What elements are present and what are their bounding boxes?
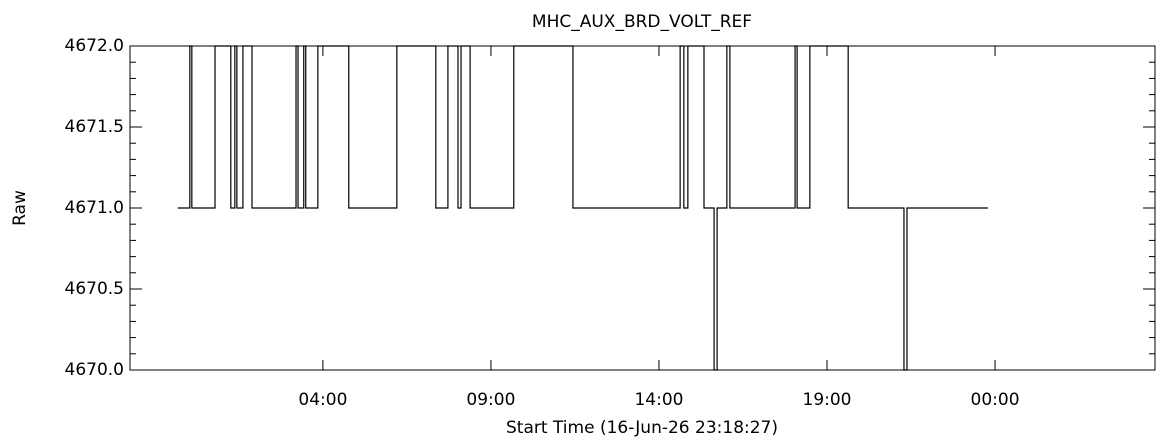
x-tick-label: 00:00 bbox=[971, 390, 1020, 410]
y-tick-label: 4670.5 bbox=[65, 279, 124, 299]
x-tick-label: 14:00 bbox=[634, 390, 683, 410]
x-tick-label: 09:00 bbox=[466, 390, 515, 410]
x-tick-label: 19:00 bbox=[803, 390, 852, 410]
x-tick-label: 04:00 bbox=[298, 390, 347, 410]
y-axis-label: Raw bbox=[10, 190, 30, 226]
y-tick-label: 4671.5 bbox=[65, 117, 124, 137]
x-axis-label: Start Time (16-Jun-26 23:18:27) bbox=[506, 418, 778, 438]
chart-title: MHC_AUX_BRD_VOLT_REF bbox=[532, 12, 752, 32]
y-tick-label: 4670.0 bbox=[65, 360, 124, 380]
data-line bbox=[177, 45, 988, 371]
y-tick-label: 4671.0 bbox=[65, 198, 124, 218]
y-tick-label: 4672.0 bbox=[65, 36, 124, 56]
